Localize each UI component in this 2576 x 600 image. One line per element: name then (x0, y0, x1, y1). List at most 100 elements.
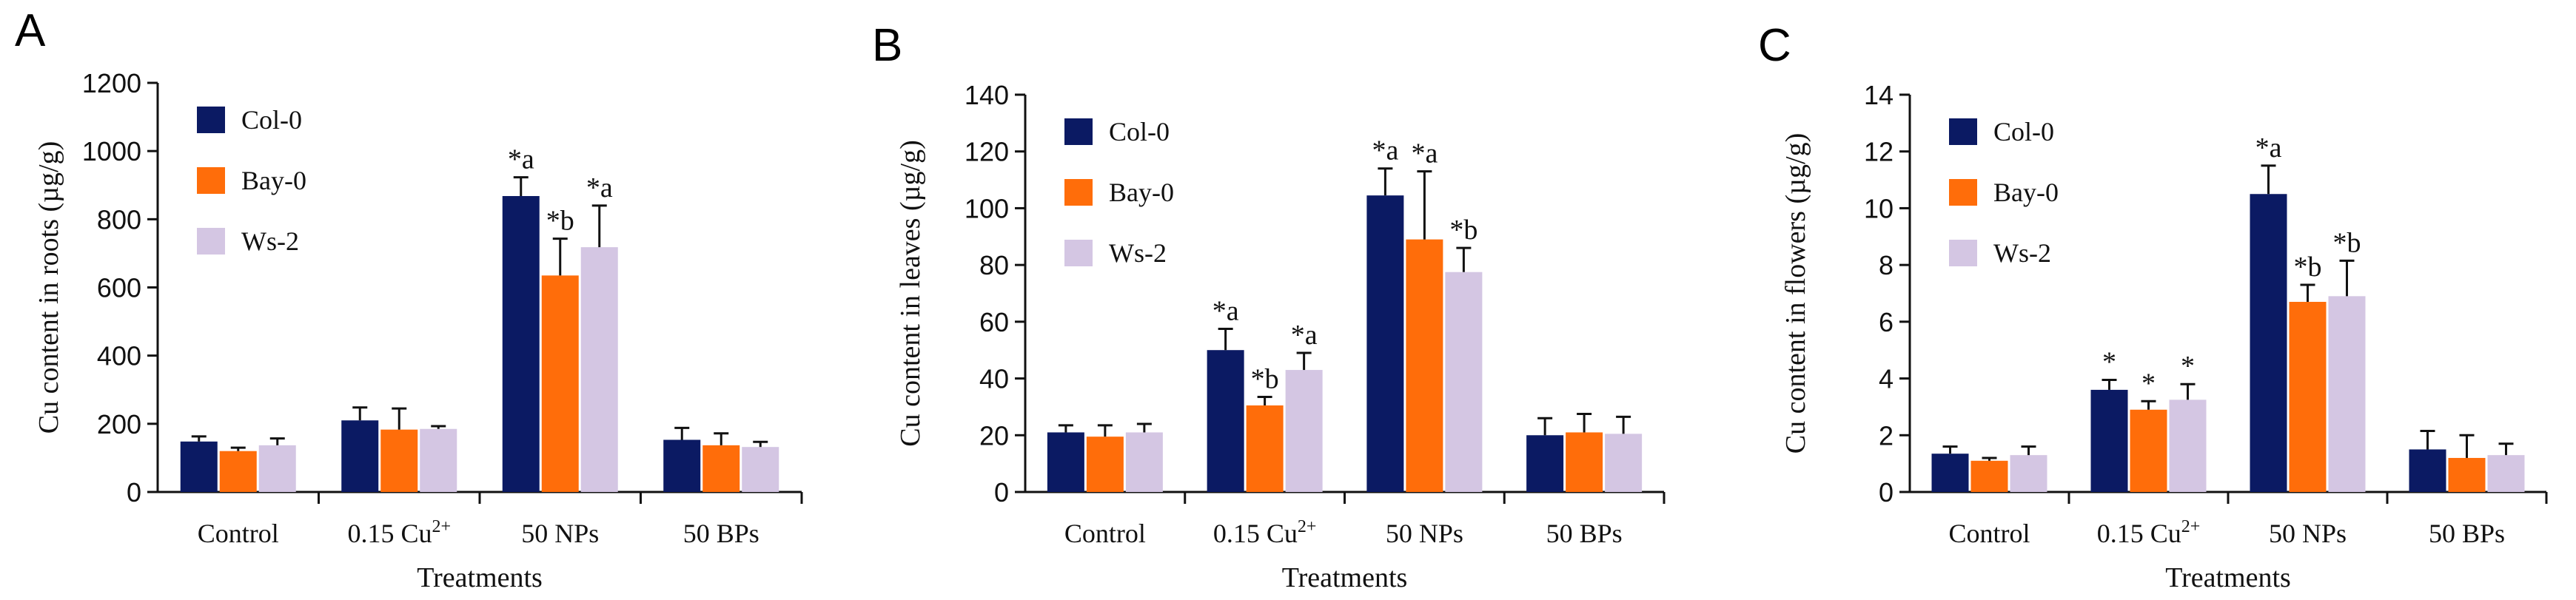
chart1-legend-label-col-0: Col-0 (241, 105, 302, 135)
chart3-y-tick-label: 2 (1879, 420, 1894, 451)
chart2-legend-label-bay-0: Bay-0 (1109, 178, 1174, 207)
chart2-legend-swatch-bay-0 (1064, 179, 1093, 206)
chart1-x-tick-label: Control (198, 519, 279, 548)
chart2-sig-label: *b (1449, 215, 1477, 246)
chart1-y-tick-label: 600 (97, 273, 141, 303)
chart2-x-tick-label: 0.15 Cu2+ (1213, 517, 1317, 548)
panel-c: C 0 2 4 6 8 10 12 14 Cu content in flowers (µg/g)… (1758, 20, 2548, 593)
chart2-legend-label-ws-2: Ws-2 (1109, 238, 1167, 268)
chart2-sig-label: *a (1372, 135, 1398, 166)
chart2-legend-label-col-0: Col-0 (1109, 117, 1170, 146)
chart3-x-tick-label: 50 BPs (2429, 519, 2505, 548)
chart2-bar-ws-2-3 (1445, 272, 1483, 492)
chart2-y-tick-label: 20 (979, 420, 1009, 451)
chart3-bar-bay-0-3 (2289, 302, 2327, 492)
chart3-legend-label-ws-2: Ws-2 (1993, 238, 2051, 268)
chart1-bar-col-0-2 (341, 420, 379, 492)
chart1-sig-label: *a (586, 172, 613, 203)
chart3-y-tick-label: 12 (1864, 137, 1894, 167)
chart1-x-tick-label: 0.15 Cu2+ (347, 517, 451, 548)
chart2-legend-swatch-col-0 (1064, 118, 1093, 145)
chart1-bar-bay-0-2 (380, 429, 418, 492)
chart2-bar-ws-2-4 (1605, 434, 1643, 492)
chart2-y-tick-label: 60 (979, 307, 1009, 337)
chart3-x-tick-label: 0.15 Cu2+ (2097, 517, 2201, 548)
chart2-bar-bay-0-2 (1246, 405, 1284, 492)
chart3-bar-bay-0-2 (2130, 409, 2167, 492)
chart1-y-axis-title: Cu content in roots (µg/g) (33, 141, 64, 434)
chart1-panel-label: A (15, 5, 46, 56)
chart2-bar-bay-0-4 (1566, 432, 1603, 492)
chart2-y-tick-label: 100 (965, 193, 1009, 223)
chart1-bar-ws-2-2 (420, 428, 457, 492)
chart2-sig-label: *b (1251, 364, 1279, 395)
chart1-y-tick-label: 800 (97, 204, 141, 235)
chart2-sig-label: *a (1212, 295, 1239, 326)
chart3-legend-swatch-bay-0 (1949, 179, 1977, 206)
chart1-sig-label: *a (508, 144, 534, 175)
chart1-bar-ws-2-1 (258, 445, 296, 492)
chart1-legend-label-ws-2: Ws-2 (241, 226, 299, 256)
chart2-sig-label: *a (1291, 320, 1318, 351)
chart1-y-tick-label: 200 (97, 409, 141, 439)
chart2-y-tick-label: 0 (994, 477, 1009, 508)
chart3-legend-swatch-col-0 (1949, 118, 1977, 145)
chart1-sig-label: *b (546, 206, 574, 237)
chart2-legend-swatch-ws-2 (1064, 240, 1093, 266)
chart1-y-tick-label: 1000 (82, 136, 141, 166)
chart2-y-tick-label: 140 (965, 80, 1009, 110)
chart2-y-axis-title: Cu content in leaves (µg/g) (895, 140, 926, 446)
chart1-legend-swatch-ws-2 (197, 228, 225, 255)
chart3-bar-ws-2-1 (2010, 455, 2047, 492)
chart3-legend-label-bay-0: Bay-0 (1993, 178, 2059, 207)
chart2-x-tick-label: 50 NPs (1386, 519, 1463, 548)
chart3-x-tick-label: 50 NPs (2269, 519, 2347, 548)
chart2-bar-bay-0-1 (1086, 436, 1124, 492)
chart1-y-tick-label: 1200 (82, 68, 141, 98)
chart3-sig-label: *b (2294, 252, 2322, 283)
chart1-x-tick-label: 50 BPs (683, 519, 759, 548)
chart3-sig-label: * (2181, 351, 2195, 382)
chart1-bar-bay-0-1 (219, 451, 257, 492)
chart1-y-tick-label: 0 (127, 477, 141, 508)
chart2-bar-col-0-4 (1526, 435, 1564, 492)
chart1-x-tick-label: 50 NPs (521, 519, 599, 548)
chart3-bar-col-0-3 (2250, 194, 2287, 492)
chart3-bar-ws-2-4 (2487, 455, 2525, 492)
chart1-bar-col-0-1 (180, 441, 218, 492)
chart1-legend-swatch-col-0 (197, 107, 225, 133)
chart3-y-tick-label: 6 (1879, 307, 1894, 337)
chart1-bar-ws-2-4 (742, 447, 779, 492)
chart2-y-tick-label: 80 (979, 250, 1009, 280)
chart1-legend-label-bay-0: Bay-0 (241, 166, 306, 195)
chart3-bar-col-0-2 (2090, 389, 2128, 492)
chart2-bar-ws-2-2 (1285, 370, 1323, 492)
chart3-sig-label: *a (2255, 132, 2282, 164)
chart1-x-axis-title: Treatments (417, 562, 543, 593)
chart1-legend-swatch-bay-0 (197, 167, 225, 194)
chart2-x-tick-label: 50 BPs (1546, 519, 1623, 548)
chart3-sig-label: *b (2333, 227, 2361, 258)
chart2-bar-col-0-1 (1047, 432, 1084, 492)
chart1-bar-col-0-3 (502, 195, 540, 492)
chart3-sig-label: * (2141, 368, 2156, 399)
chart3-panel-label: C (1758, 20, 1791, 71)
chart2-bar-col-0-2 (1207, 350, 1244, 492)
chart1-bar-col-0-4 (663, 439, 701, 492)
chart1-bar-ws-2-3 (580, 247, 618, 492)
chart2-x-axis-title: Treatments (1282, 562, 1408, 593)
chart3-bar-ws-2-3 (2328, 296, 2366, 492)
chart3-legend-label-col-0: Col-0 (1993, 117, 2054, 146)
chart3-y-axis-title: Cu content in flowers (µg/g) (1780, 133, 1811, 454)
panel-b: B 0 20 40 60 80 100 120 140 Cu content in leaves … (872, 20, 1666, 593)
chart3-legend-swatch-ws-2 (1949, 240, 1977, 266)
chart3-y-tick-label: 8 (1879, 250, 1894, 280)
chart3-y-tick-label: 4 (1879, 364, 1894, 394)
panel-a: A 0 200 400 600 800 1000 1200 Cu content in root… (15, 5, 803, 593)
chart3-x-tick-label: Control (1948, 519, 2030, 548)
chart2-bar-ws-2-1 (1125, 432, 1163, 492)
chart2-bar-bay-0-3 (1406, 239, 1443, 492)
chart1-bar-bay-0-4 (702, 445, 740, 492)
chart3-bar-bay-0-1 (1970, 460, 2008, 492)
chart3-x-axis-title: Treatments (2165, 562, 2291, 593)
